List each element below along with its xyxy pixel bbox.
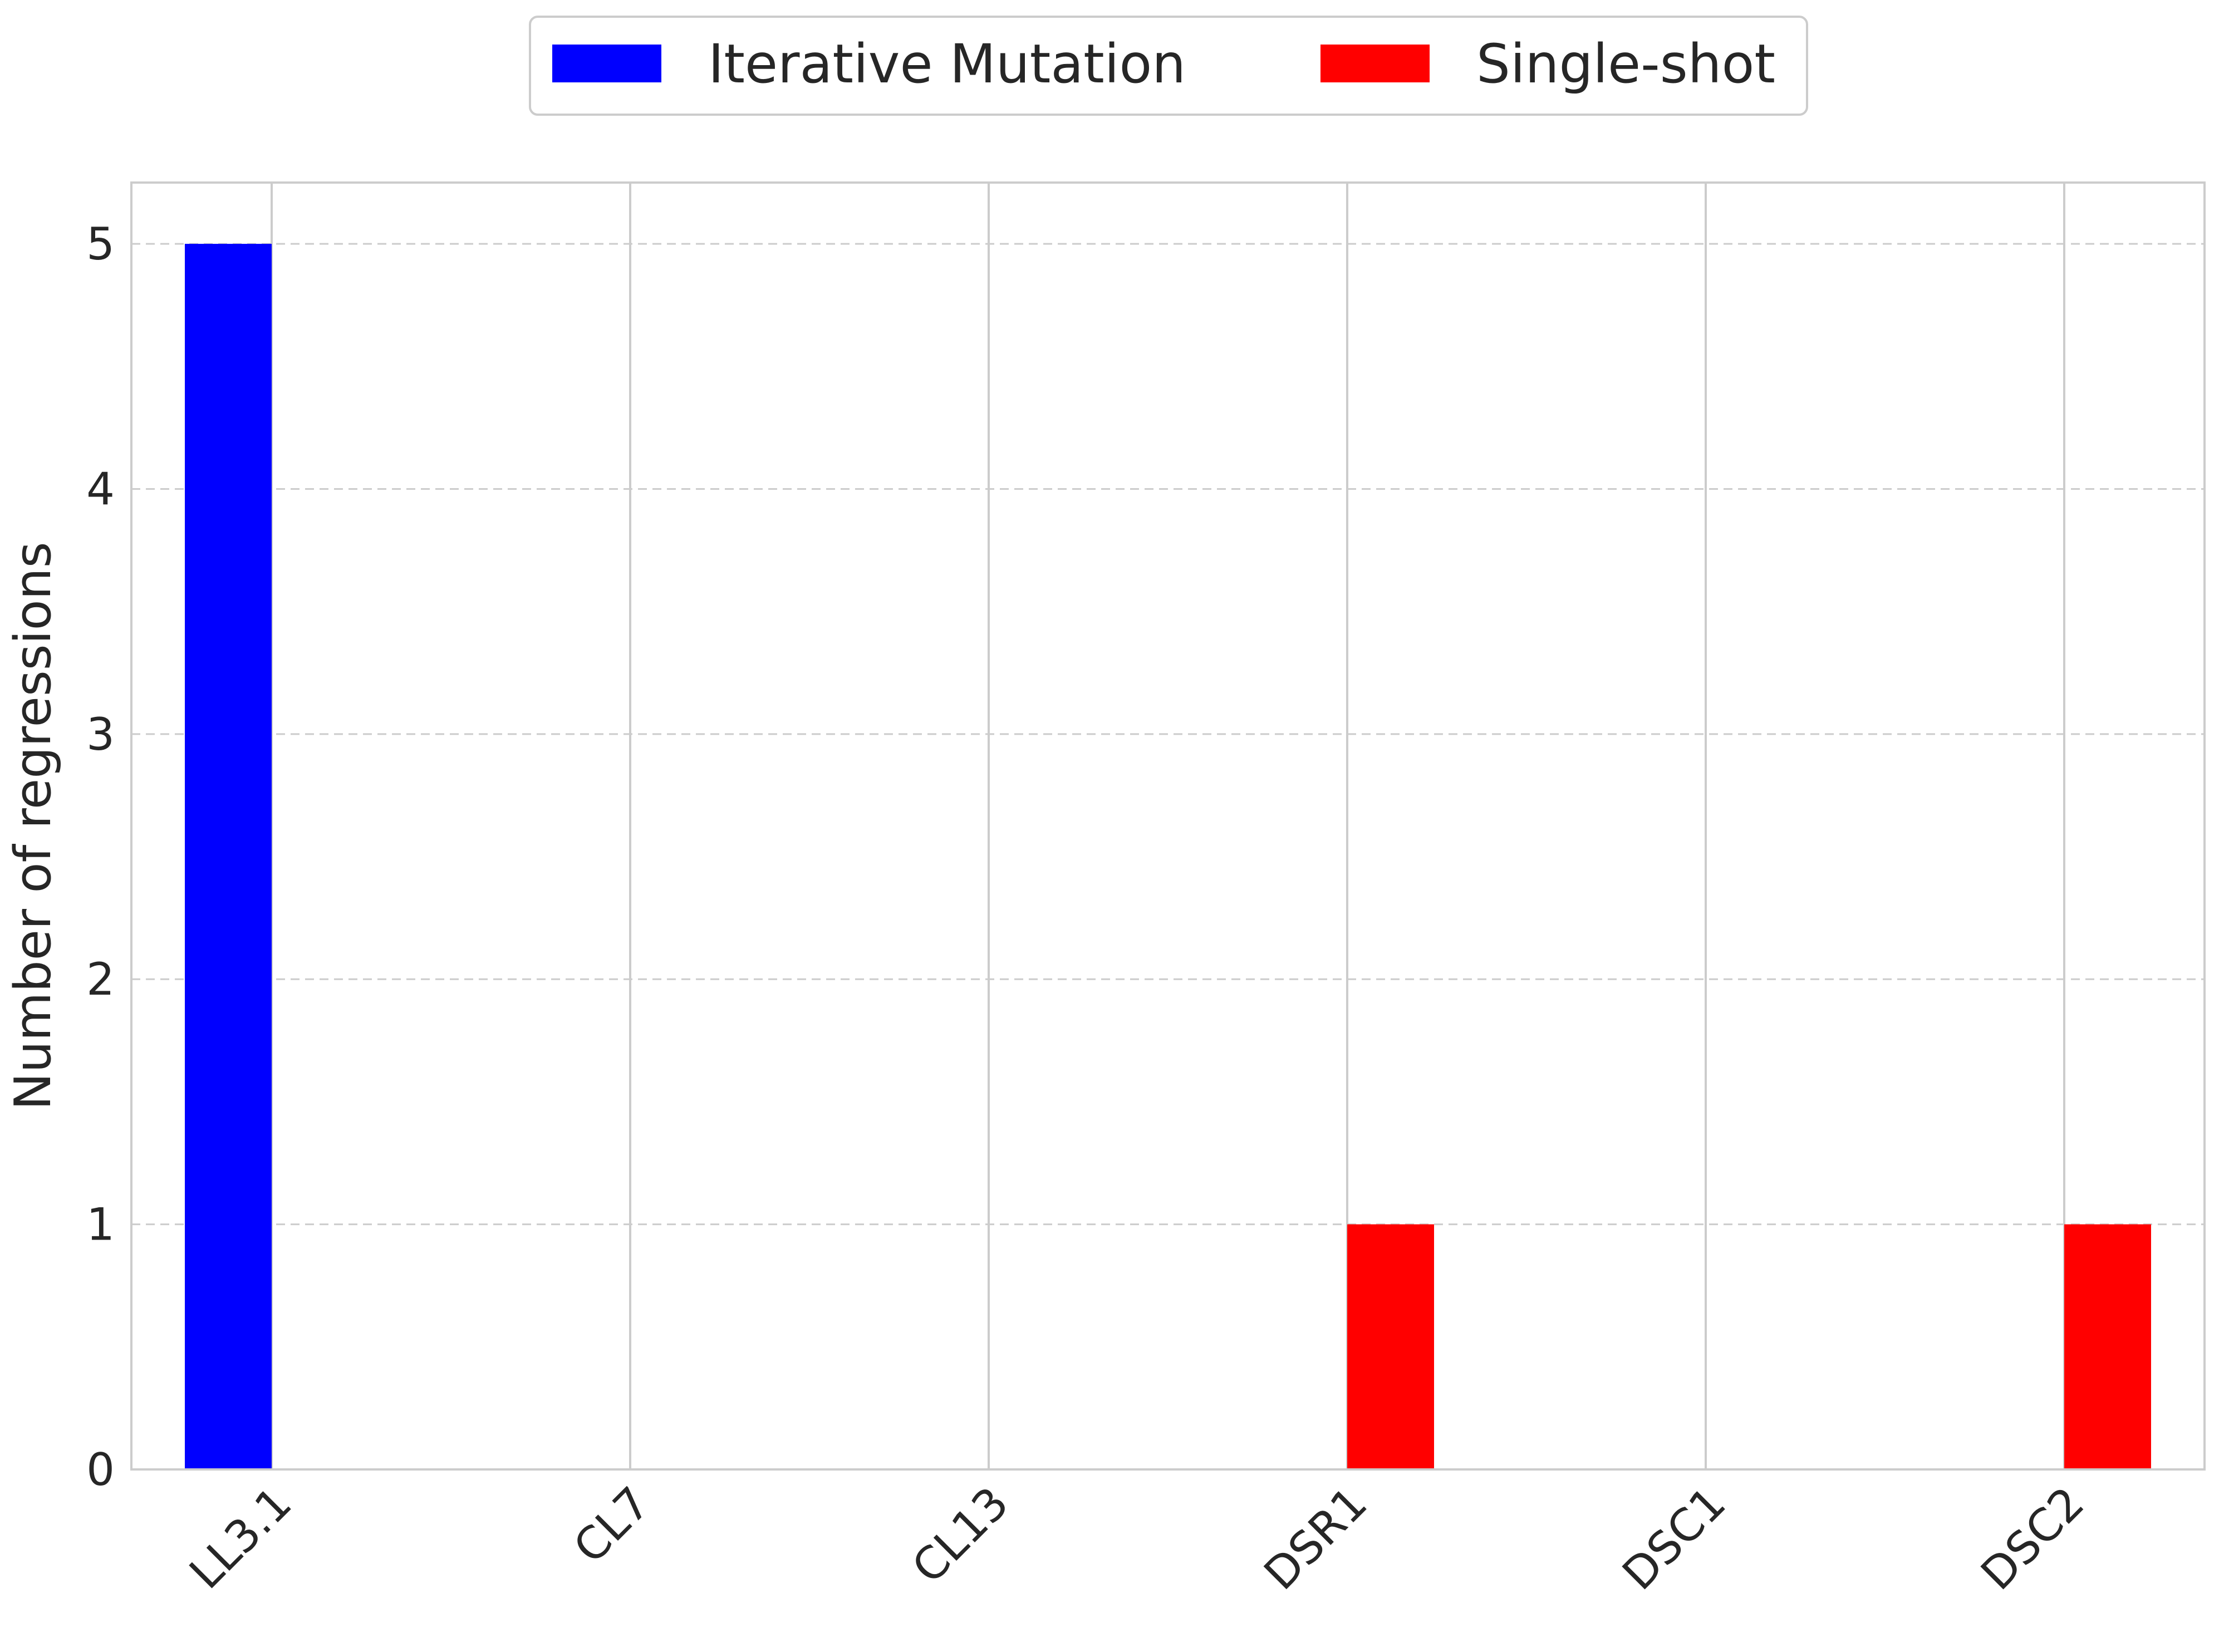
legend-label-iterative-mutation: Iterative Mutation [708,33,1186,95]
legend-swatch-single-shot [1320,45,1430,82]
y-tick-label: 4 [86,463,115,515]
legend-box [529,16,1808,116]
legend-label-single-shot: Single-shot [1476,33,1775,95]
y-axis-label: Number of regressions [4,542,62,1110]
y-axis-ticks: 0 1 2 3 4 5 [86,218,115,1496]
bars [185,244,2151,1470]
legend: Iterative Mutation Single-shot [529,16,1808,116]
y-tick-label: 0 [86,1444,115,1496]
y-tick-label: 2 [86,953,115,1005]
y-tick-label: 5 [86,218,115,270]
bar [1347,1224,1434,1469]
y-tick-label: 1 [86,1199,115,1251]
bar [2064,1224,2151,1469]
legend-swatch-iterative-mutation [552,45,661,82]
plot-area-frame [130,181,2206,1471]
bar [185,244,272,1470]
y-tick-label: 3 [86,709,115,760]
